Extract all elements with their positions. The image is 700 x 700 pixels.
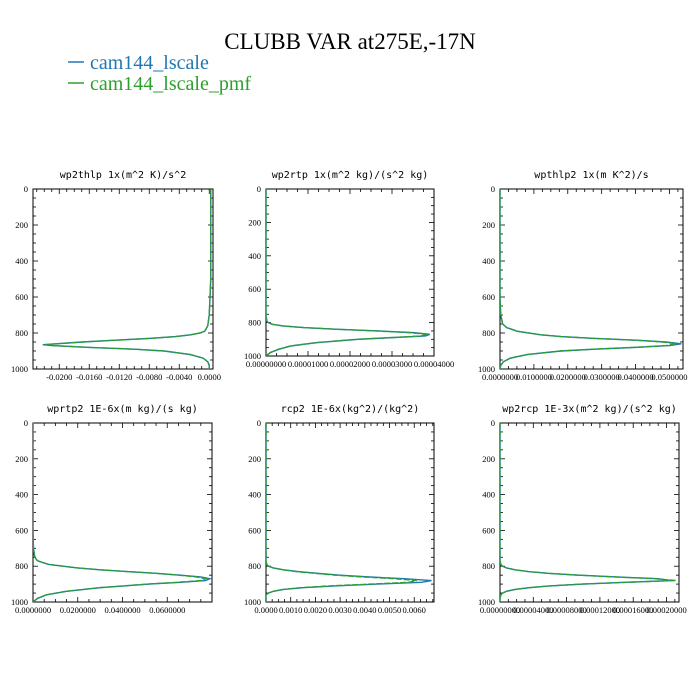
x-tick-label: -0.0200 bbox=[46, 372, 72, 382]
x-tick-label: 0.0400000 bbox=[617, 372, 653, 382]
series-line-lscale bbox=[266, 423, 432, 602]
x-tick-label: 0.00003000 bbox=[372, 359, 412, 369]
y-tick-label: 600 bbox=[482, 292, 495, 302]
x-tick-label: 0.00000000 bbox=[246, 359, 286, 369]
x-tick-label: 0.0050 bbox=[378, 605, 401, 615]
y-tick-label: 1000 bbox=[478, 364, 495, 374]
y-tick-label: 600 bbox=[248, 525, 261, 535]
y-tick-label: 0 bbox=[491, 418, 495, 428]
x-tick-label: 0.0020 bbox=[304, 605, 327, 615]
y-tick-label: 200 bbox=[482, 454, 495, 464]
y-tick-label: 600 bbox=[15, 525, 28, 535]
x-tick-label: 0.0040 bbox=[353, 605, 376, 615]
y-tick-label: 400 bbox=[482, 256, 495, 266]
series-line-lscale-pmf bbox=[266, 189, 428, 356]
y-tick-label: 1000 bbox=[244, 597, 261, 607]
x-tick-label: 0.00008000 bbox=[546, 605, 586, 615]
panel-6: wp2rcp 1E-3x(m^2 kg)/(s^2 kg) 0 200 400 600 8… bbox=[478, 404, 687, 615]
y-tick-label: 400 bbox=[248, 490, 261, 500]
y-tick-label: 200 bbox=[15, 454, 28, 464]
x-tick-label: 0.0600000 bbox=[149, 605, 185, 615]
y-tick-label: 1000 bbox=[244, 351, 261, 361]
x-tick-label: 0.0200000 bbox=[550, 372, 586, 382]
x-tick-label: 0.00002000 bbox=[330, 359, 370, 369]
x-tick-label: -0.0040 bbox=[166, 372, 192, 382]
y-tick-label: 0 bbox=[257, 418, 261, 428]
x-tick-label: -0.0160 bbox=[76, 372, 102, 382]
y-tick-label: 400 bbox=[482, 490, 495, 500]
y-tick-label: 800 bbox=[248, 318, 261, 328]
y-tick-label: 200 bbox=[15, 220, 28, 230]
panel-5: rcp2 1E-6x(kg^2)/(kg^2) 0 200 400 600 800 1000… bbox=[244, 404, 435, 615]
y-tick-label: 800 bbox=[248, 561, 261, 571]
y-tick-label: 800 bbox=[15, 561, 28, 571]
x-tick-label: 0.00001000 bbox=[288, 359, 328, 369]
panel-2: wp2rtp 1x(m^2 kg)/(s^2 kg) 0 200 400 600 800 1… bbox=[244, 170, 454, 369]
series-line-lscale bbox=[266, 189, 431, 356]
y-tick-label: 800 bbox=[482, 561, 495, 571]
series-line-lscale bbox=[42, 189, 212, 369]
x-tick-label: 0.0000000 bbox=[15, 605, 51, 615]
series-line-lscale-pmf bbox=[33, 423, 208, 602]
panel-title: wp2rtp 1x(m^2 kg)/(s^2 kg) bbox=[272, 170, 429, 181]
x-tick-label: 0.00020000 bbox=[646, 605, 686, 615]
series-line-lscale-pmf bbox=[500, 189, 677, 369]
x-tick-label: 0.00016000 bbox=[613, 605, 653, 615]
x-tick-label: 0.00012000 bbox=[580, 605, 620, 615]
figure-title: CLUBB VAR at275E,-17N bbox=[224, 29, 476, 54]
panel-4: wprtp2 1E-6x(m kg)/(s kg) 0 200 400 600 800 10… bbox=[11, 404, 213, 615]
y-tick-label: 200 bbox=[248, 217, 261, 227]
plot-frame bbox=[32, 188, 214, 370]
series-line-lscale-pmf bbox=[266, 423, 417, 602]
x-tick-label: -0.0080 bbox=[136, 372, 162, 382]
y-tick-label: 0 bbox=[257, 184, 261, 194]
legend-label-1: cam144_lscale bbox=[90, 52, 209, 74]
y-tick-label: 1000 bbox=[478, 597, 495, 607]
x-tick-label: 0.0500000 bbox=[651, 372, 687, 382]
y-tick-label: 800 bbox=[15, 328, 28, 338]
y-tick-label: 200 bbox=[248, 454, 261, 464]
x-tick-label: 0.0030 bbox=[328, 605, 351, 615]
x-tick-label: 0.00000000 bbox=[480, 605, 520, 615]
legend: cam144_lscale cam144_lscale_pmf bbox=[68, 52, 251, 95]
x-tick-label: 0.0010 bbox=[279, 605, 302, 615]
y-tick-label: 0 bbox=[24, 418, 28, 428]
x-tick-label: 0.0300000 bbox=[584, 372, 620, 382]
panel-title: rcp2 1E-6x(kg^2)/(kg^2) bbox=[281, 404, 419, 415]
y-tick-label: 600 bbox=[482, 525, 495, 535]
panel-title: wp2thlp 1x(m^2 K)/s^2 bbox=[60, 170, 186, 181]
x-tick-label: 0.0000 bbox=[198, 372, 221, 382]
panels: wp2thlp 1x(m^2 K)/s^2 0 200 400 600 800 1000 -0… bbox=[11, 170, 688, 615]
panel-title: wpthlp2 1x(m K^2)/s bbox=[534, 170, 648, 181]
y-tick-label: 800 bbox=[482, 328, 495, 338]
x-tick-label: 0.0100000 bbox=[516, 372, 552, 382]
y-tick-label: 1000 bbox=[11, 597, 28, 607]
plot-frame bbox=[265, 188, 435, 357]
y-tick-label: 600 bbox=[15, 292, 28, 302]
x-tick-label: 0.0400000 bbox=[104, 605, 140, 615]
series-line-lscale-pmf bbox=[44, 189, 212, 369]
y-tick-label: 400 bbox=[248, 251, 261, 261]
x-tick-label: 0.00004000 bbox=[414, 359, 454, 369]
y-tick-label: 400 bbox=[15, 490, 28, 500]
panel-title: wp2rcp 1E-3x(m^2 kg)/(s^2 kg) bbox=[502, 404, 677, 415]
panel-3: wpthlp2 1x(m K^2)/s 0 200 400 600 800 10000.00… bbox=[478, 170, 688, 382]
legend-label-2: cam144_lscale_pmf bbox=[90, 73, 251, 95]
x-tick-label: 0.0200000 bbox=[60, 605, 96, 615]
y-tick-label: 0 bbox=[491, 184, 495, 194]
x-tick-label: 0.0060 bbox=[403, 605, 426, 615]
x-tick-label: 0.0000 bbox=[254, 605, 277, 615]
y-tick-label: 1000 bbox=[11, 364, 28, 374]
panel-title: wprtp2 1E-6x(m kg)/(s kg) bbox=[47, 404, 198, 415]
x-tick-label: -0.0120 bbox=[106, 372, 132, 382]
y-tick-label: 600 bbox=[248, 284, 261, 294]
x-tick-label: 0.00004000 bbox=[513, 605, 553, 615]
y-tick-label: 200 bbox=[482, 220, 495, 230]
y-tick-label: 400 bbox=[15, 256, 28, 266]
y-tick-label: 0 bbox=[24, 184, 28, 194]
x-tick-label: 0.0000000 bbox=[482, 372, 518, 382]
panel-1: wp2thlp 1x(m^2 K)/s^2 0 200 400 600 800 1000 -0… bbox=[11, 170, 221, 382]
